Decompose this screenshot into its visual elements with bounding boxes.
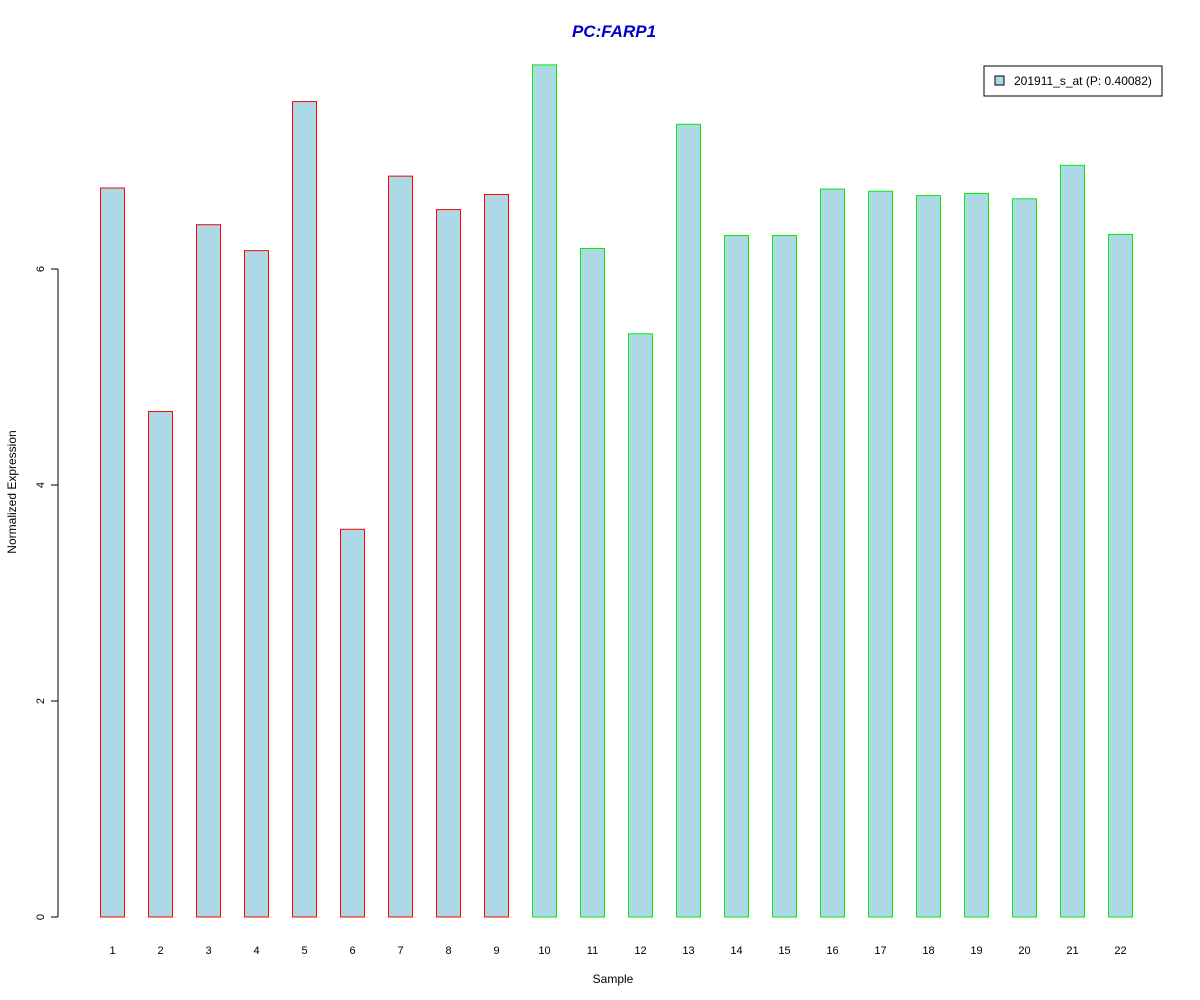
bar-sample-12 — [628, 333, 653, 918]
x-tick-label: 17 — [874, 945, 886, 957]
bar-sample-4 — [244, 250, 269, 918]
x-tick-label: 13 — [682, 945, 694, 957]
x-tick-label: 12 — [634, 945, 646, 957]
bar-sample-3 — [196, 224, 221, 918]
bar-sample-16 — [820, 188, 845, 918]
x-tick-label: 6 — [349, 945, 355, 957]
bar-sample-13 — [676, 123, 701, 918]
legend: 201911_s_at (P: 0.40082) — [983, 65, 1163, 97]
x-axis-label: Sample — [593, 972, 634, 986]
x-tick-label: 9 — [493, 945, 499, 957]
bar-sample-1 — [100, 187, 125, 918]
x-tick-label: 21 — [1066, 945, 1078, 957]
y-tick-label: 6 — [35, 266, 47, 272]
y-tick-label: 4 — [35, 482, 47, 488]
bar-sample-22 — [1108, 233, 1133, 918]
y-axis-label: Normalized Expression — [5, 430, 19, 553]
legend-box — [983, 65, 1163, 97]
x-tick-label: 14 — [730, 945, 742, 957]
y-axis: 0 2 4 6 — [35, 266, 59, 920]
bars-group — [100, 64, 1133, 918]
x-tick-label: 5 — [301, 945, 307, 957]
legend-swatch — [994, 75, 1005, 86]
x-tick-label: 3 — [205, 945, 211, 957]
bar-sample-18 — [916, 195, 941, 918]
bar-sample-21 — [1060, 164, 1085, 918]
x-tick-label: 8 — [445, 945, 451, 957]
bar-sample-17 — [868, 190, 893, 918]
x-tick-label: 10 — [538, 945, 550, 957]
x-tick-label: 15 — [778, 945, 790, 957]
legend-label: 201911_s_at (P: 0.40082) — [1014, 74, 1152, 88]
x-tick-label: 1 — [109, 945, 115, 957]
x-tick-label: 4 — [253, 945, 259, 957]
bar-sample-9 — [484, 193, 509, 918]
x-tick-label: 16 — [826, 945, 838, 957]
chart-title: PC:FARP1 — [572, 22, 656, 41]
x-tick-label: 18 — [922, 945, 934, 957]
y-tick-label: 2 — [35, 698, 47, 704]
y-tick-label: 0 — [35, 914, 47, 920]
x-tick-label: 7 — [397, 945, 403, 957]
bar-sample-7 — [388, 175, 413, 918]
bar-sample-10 — [532, 64, 557, 918]
x-tick-label: 19 — [970, 945, 982, 957]
bar-sample-5 — [292, 101, 317, 918]
bar-sample-14 — [724, 235, 749, 918]
x-tick-label: 2 — [157, 945, 163, 957]
bar-sample-20 — [1012, 198, 1037, 918]
bar-sample-15 — [772, 235, 797, 918]
x-tick-label: 20 — [1018, 945, 1030, 957]
x-tick-labels: 1 2 3 4 5 6 7 8 9 10 11 12 13 14 15 16 17 18 19 20 21 22 — [109, 945, 1126, 957]
bar-sample-11 — [580, 247, 605, 918]
bar-sample-6 — [340, 528, 365, 918]
bar-sample-2 — [148, 411, 173, 918]
bar-sample-8 — [436, 209, 461, 918]
x-tick-label: 11 — [587, 945, 598, 957]
x-tick-label: 22 — [1114, 945, 1126, 957]
bar-sample-19 — [964, 192, 989, 918]
